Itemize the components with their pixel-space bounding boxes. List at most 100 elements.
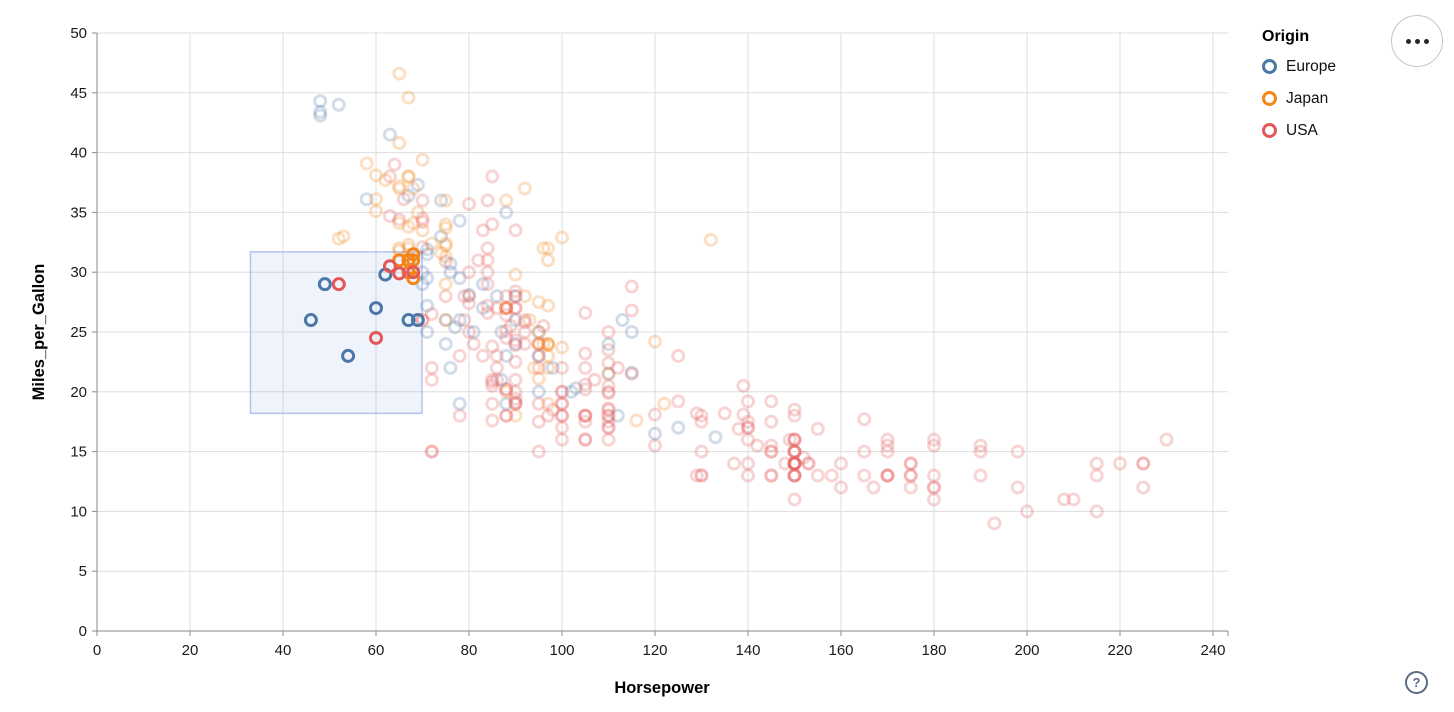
data-point-europe[interactable]: [545, 360, 560, 375]
data-point-usa[interactable]: [578, 305, 593, 320]
data-point-europe[interactable]: [410, 177, 425, 192]
data-point-usa[interactable]: [578, 346, 593, 361]
data-point-europe[interactable]: [448, 320, 463, 335]
data-point-usa[interactable]: [903, 456, 918, 471]
data-point-usa[interactable]: [1010, 444, 1025, 459]
data-point-usa[interactable]: [601, 420, 616, 435]
data-point-japan[interactable]: [541, 360, 556, 375]
data-point-europe[interactable]: [708, 430, 723, 445]
data-point-usa[interactable]: [787, 432, 802, 447]
data-point-usa[interactable]: [741, 414, 755, 429]
data-point-usa[interactable]: [555, 396, 569, 411]
data-point-japan[interactable]: [541, 336, 556, 351]
data-point-japan[interactable]: [392, 179, 407, 194]
data-point-europe[interactable]: [508, 336, 523, 351]
data-point-usa[interactable]: [601, 401, 616, 416]
data-point-usa[interactable]: [382, 208, 397, 223]
data-point-usa[interactable]: [787, 432, 802, 447]
data-point-usa[interactable]: [555, 408, 569, 423]
data-point-usa[interactable]: [601, 356, 616, 371]
data-point-europe[interactable]: [499, 348, 514, 363]
data-point-usa[interactable]: [903, 480, 918, 495]
data-point-usa[interactable]: [485, 339, 500, 354]
data-point-usa[interactable]: [857, 412, 872, 427]
data-point-usa[interactable]: [1089, 456, 1104, 471]
data-point-usa[interactable]: [462, 289, 476, 304]
data-point-usa[interactable]: [731, 421, 746, 436]
data-point-europe[interactable]: [610, 408, 625, 423]
data-point-europe[interactable]: [443, 360, 458, 375]
data-point-usa[interactable]: [489, 301, 504, 316]
data-point-usa[interactable]: [973, 444, 988, 459]
data-point-usa[interactable]: [480, 193, 495, 208]
data-point-usa[interactable]: [927, 432, 941, 447]
data-point-japan[interactable]: [517, 181, 532, 196]
data-point-usa[interactable]: [880, 438, 895, 453]
data-point-usa[interactable]: [587, 372, 602, 387]
data-point-japan[interactable]: [703, 232, 718, 247]
data-point-europe[interactable]: [438, 313, 453, 328]
data-point-japan[interactable]: [541, 396, 556, 411]
data-point-japan[interactable]: [424, 236, 439, 251]
data-point-usa[interactable]: [736, 407, 751, 422]
data-point-japan[interactable]: [359, 156, 374, 171]
data-point-usa[interactable]: [531, 396, 546, 411]
data-point-japan[interactable]: [499, 193, 514, 208]
data-point-japan[interactable]: [499, 301, 514, 316]
data-point-europe[interactable]: [671, 420, 686, 435]
data-point-usa[interactable]: [1020, 504, 1034, 519]
data-point-usa[interactable]: [601, 408, 616, 423]
data-point-usa[interactable]: [499, 408, 514, 423]
data-point-usa[interactable]: [508, 395, 523, 410]
data-point-europe[interactable]: [443, 256, 458, 271]
data-point-usa[interactable]: [578, 408, 593, 423]
data-point-usa[interactable]: [787, 468, 802, 483]
data-point-europe[interactable]: [499, 205, 514, 220]
data-point-japan[interactable]: [401, 169, 416, 184]
data-point-usa[interactable]: [694, 408, 709, 423]
data-point-usa[interactable]: [462, 265, 476, 280]
data-point-usa[interactable]: [736, 378, 751, 393]
data-point-japan[interactable]: [438, 217, 453, 232]
data-point-usa[interactable]: [764, 444, 779, 459]
data-point-europe[interactable]: [303, 313, 318, 328]
data-point-japan[interactable]: [392, 253, 407, 268]
data-point-usa[interactable]: [801, 456, 816, 471]
data-point-europe[interactable]: [313, 94, 328, 109]
data-point-usa[interactable]: [689, 406, 704, 421]
data-point-europe[interactable]: [531, 325, 546, 339]
data-point-usa[interactable]: [480, 305, 495, 320]
data-point-usa[interactable]: [741, 468, 755, 483]
data-point-europe[interactable]: [420, 242, 435, 257]
data-point-japan[interactable]: [438, 236, 453, 251]
data-point-europe[interactable]: [401, 313, 416, 328]
data-point-japan[interactable]: [541, 348, 556, 363]
data-point-usa[interactable]: [485, 169, 500, 184]
data-point-japan[interactable]: [401, 265, 416, 280]
data-point-japan[interactable]: [392, 136, 407, 151]
data-point-usa[interactable]: [480, 298, 495, 313]
data-point-usa[interactable]: [452, 348, 467, 363]
data-point-usa[interactable]: [610, 360, 625, 375]
data-point-europe[interactable]: [359, 192, 374, 207]
data-point-usa[interactable]: [382, 259, 397, 274]
data-point-japan[interactable]: [499, 301, 514, 316]
data-point-usa[interactable]: [489, 348, 504, 363]
data-point-usa[interactable]: [499, 323, 514, 338]
data-point-usa[interactable]: [508, 338, 523, 353]
data-point-japan[interactable]: [541, 298, 556, 313]
data-point-usa[interactable]: [694, 414, 709, 429]
data-point-usa[interactable]: [782, 432, 797, 447]
data-point-usa[interactable]: [787, 468, 802, 483]
data-point-japan[interactable]: [541, 338, 556, 353]
data-point-usa[interactable]: [392, 212, 407, 227]
data-point-usa[interactable]: [578, 432, 593, 447]
data-point-usa[interactable]: [555, 384, 569, 399]
data-point-usa[interactable]: [1057, 492, 1072, 507]
data-point-usa[interactable]: [462, 325, 476, 339]
data-point-usa[interactable]: [764, 468, 779, 483]
data-point-usa[interactable]: [601, 325, 616, 339]
data-point-usa[interactable]: [517, 336, 532, 351]
data-point-usa[interactable]: [787, 468, 802, 483]
